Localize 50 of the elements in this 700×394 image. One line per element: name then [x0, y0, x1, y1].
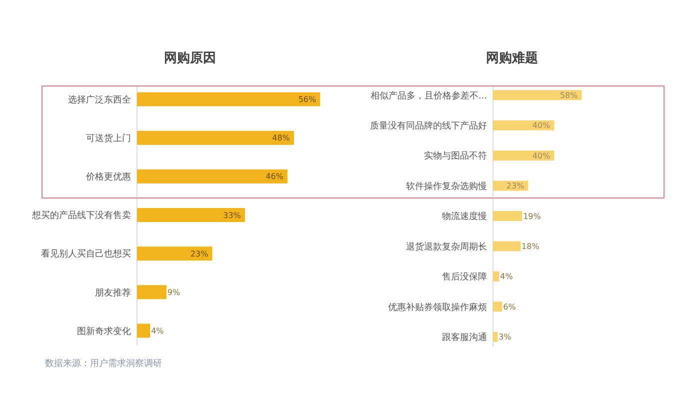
- data-label: 18%: [522, 242, 540, 252]
- bar: [137, 324, 150, 338]
- data-label: 3%: [498, 332, 512, 342]
- bar: [137, 169, 288, 184]
- bar: [493, 271, 500, 282]
- data-label: 58%: [560, 90, 578, 100]
- y-tick-label: 软件操作复杂选购慢: [406, 180, 487, 192]
- bar: [493, 120, 554, 130]
- chart-title: 网购原因: [164, 51, 216, 66]
- y-tick-label: 实物与图品不符: [424, 150, 487, 162]
- data-label: 48%: [272, 134, 290, 143]
- y-tick-label: 跟客服沟通: [442, 332, 487, 344]
- bar: [493, 332, 498, 342]
- data-label: 56%: [298, 95, 317, 104]
- data-label: 23%: [506, 182, 525, 191]
- y-tick-label: 价格更优惠: [85, 172, 131, 183]
- bar: [137, 285, 166, 300]
- y-tick-label: 售后没保障: [442, 272, 487, 283]
- data-label: 40%: [532, 121, 551, 130]
- y-tick-label: 相似产品多，且价格参差不...: [370, 90, 487, 102]
- chart-title: 网购难题: [486, 51, 538, 66]
- y-tick-label: 优惠补贴券领取操作麻烦: [388, 302, 487, 313]
- data-label: 4%: [151, 326, 164, 336]
- data-label: 19%: [523, 212, 542, 221]
- y-tick-label: 物流速度慢: [442, 211, 487, 222]
- bar: [137, 246, 212, 261]
- data-label: 9%: [167, 288, 181, 297]
- data-label: 46%: [266, 172, 284, 182]
- bar: [493, 302, 502, 312]
- bar: [493, 90, 582, 100]
- bar: [493, 150, 554, 161]
- data-label: 4%: [500, 272, 514, 282]
- bar: [493, 241, 521, 252]
- y-tick-label: 图新奇求变化: [77, 326, 131, 337]
- bar: [137, 208, 245, 222]
- bar: [493, 211, 522, 221]
- data-label: 33%: [223, 210, 242, 220]
- bar: [137, 130, 294, 145]
- y-tick-label: 退货退款复杂周期长: [406, 241, 487, 252]
- y-tick-label: 质量没有同品牌的线下产品好: [370, 120, 487, 132]
- data-label: 40%: [532, 151, 551, 160]
- source-note: 数据来源：用户需求洞察调研: [45, 358, 162, 369]
- y-tick-label: 想买的产品线下没有售卖: [31, 210, 131, 222]
- data-label: 6%: [503, 302, 516, 312]
- y-tick-label: 选择广泛东西全: [68, 94, 131, 106]
- bar: [137, 92, 320, 106]
- data-label: 23%: [190, 249, 209, 258]
- y-tick-label: 看见别人买自己也想买: [41, 248, 131, 260]
- y-tick-label: 朋友推荐: [95, 287, 131, 298]
- y-tick-label: 可送货上门: [86, 133, 131, 144]
